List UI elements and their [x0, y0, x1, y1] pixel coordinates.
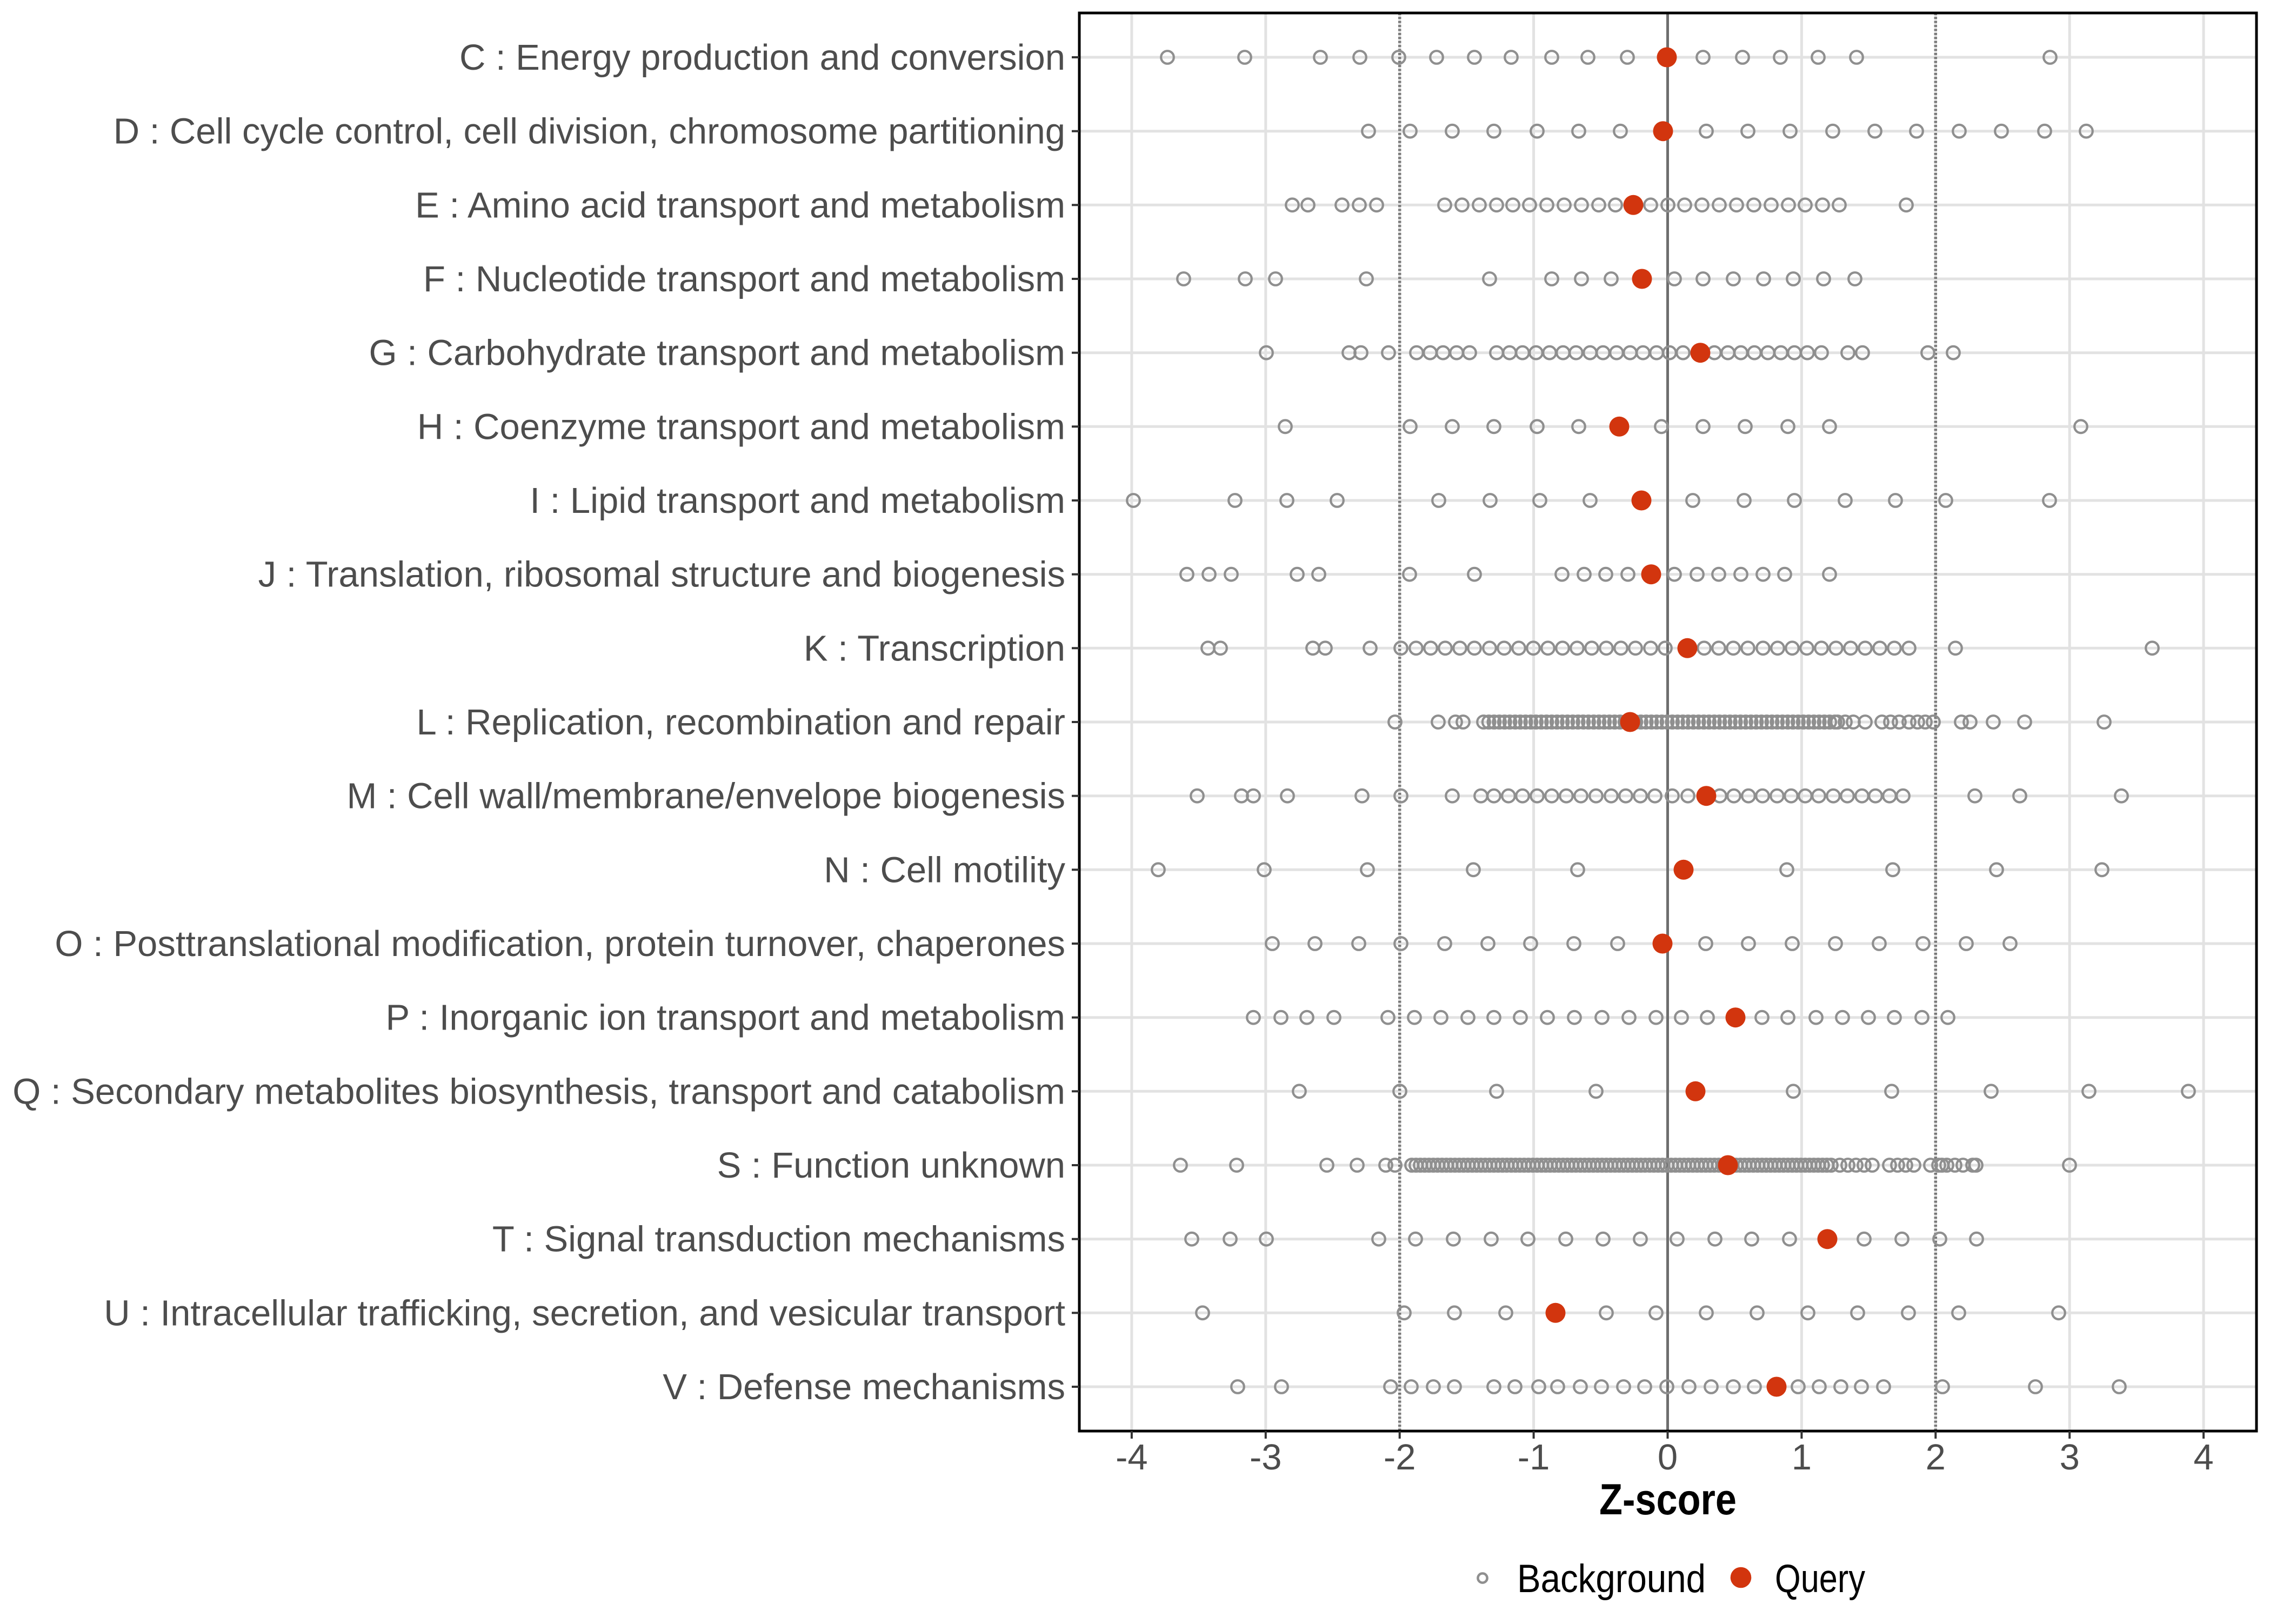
svg-text:T : Signal transduction mechan: T : Signal transduction mechanisms [492, 1219, 1065, 1260]
svg-text:0: 0 [1658, 1437, 1678, 1478]
svg-text:N : Cell motility: N : Cell motility [824, 850, 1065, 890]
svg-text:J : Translation, ribosomal str: J : Translation, ribosomal structure and… [258, 554, 1065, 595]
svg-text:F : Nucleotide transport and m: F : Nucleotide transport and metabolism [423, 259, 1065, 299]
svg-text:2: 2 [1926, 1437, 1946, 1478]
svg-text:V : Defense mechanisms: V : Defense mechanisms [663, 1367, 1065, 1407]
svg-text:Q : Secondary metabolites bios: Q : Secondary metabolites biosynthesis, … [12, 1071, 1065, 1112]
svg-text:-1: -1 [1518, 1437, 1550, 1478]
svg-text:U : Intracellular trafficking,: U : Intracellular trafficking, secretion… [104, 1293, 1065, 1333]
svg-text:I : Lipid transport and metabo: I : Lipid transport and metabolism [530, 480, 1065, 521]
svg-text:G : Carbohydrate transport and: G : Carbohydrate transport and metabolis… [369, 333, 1065, 373]
svg-text:Query: Query [1775, 1557, 1865, 1601]
svg-text:Z-score: Z-score [1599, 1475, 1737, 1524]
svg-text:4: 4 [2193, 1437, 2213, 1478]
svg-text:3: 3 [2060, 1437, 2080, 1478]
svg-text:-2: -2 [1384, 1437, 1416, 1478]
svg-text:M : Cell wall/membrane/envelop: M : Cell wall/membrane/envelope biogenes… [347, 776, 1066, 817]
svg-text:1: 1 [1792, 1437, 1812, 1478]
svg-text:D : Cell cycle control, cell d: D : Cell cycle control, cell division, c… [114, 111, 1065, 152]
svg-text:E : Amino acid transport and m: E : Amino acid transport and metabolism [415, 185, 1065, 225]
svg-text:O : Posttranslational modifica: O : Posttranslational modification, prot… [55, 924, 1065, 964]
svg-text:P : Inorganic ion transport an: P : Inorganic ion transport and metaboli… [385, 998, 1065, 1038]
svg-text:L : Replication, recombination: L : Replication, recombination and repai… [417, 702, 1065, 743]
svg-text:H : Coenzyme transport and met: H : Coenzyme transport and metabolism [417, 406, 1065, 447]
svg-text:Background: Background [1517, 1557, 1706, 1601]
svg-text:S : Function unknown: S : Function unknown [717, 1145, 1065, 1186]
svg-text:-3: -3 [1250, 1437, 1282, 1478]
svg-text:-4: -4 [1116, 1437, 1148, 1478]
svg-text:K : Transcription: K : Transcription [804, 628, 1065, 669]
svg-text:C : Energy production and conv: C : Energy production and conversion [459, 37, 1065, 78]
